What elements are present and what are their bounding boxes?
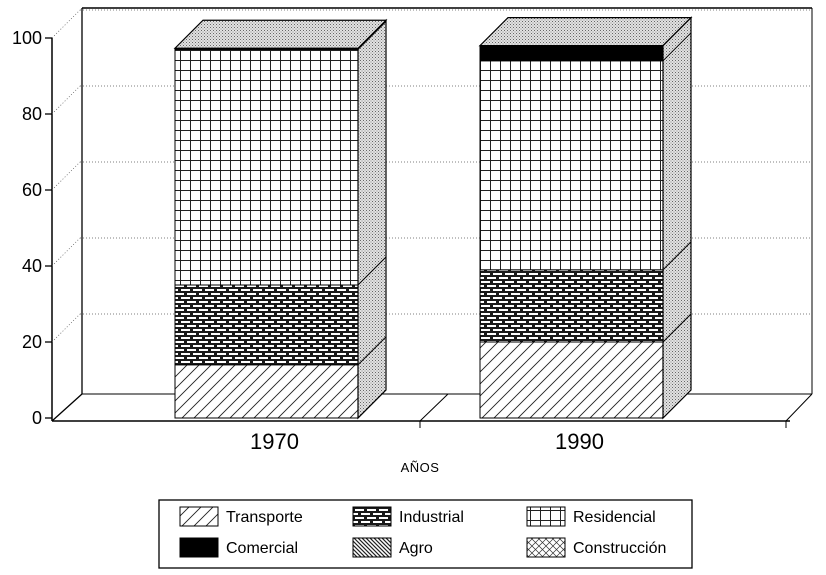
legend-label: Comercial (226, 540, 298, 557)
x-category-label: 1970 (250, 429, 299, 454)
y-axis: 0 20 40 60 80 100 (12, 28, 52, 428)
legend-label: Construcción (573, 540, 666, 557)
bar-side-divider (357, 21, 387, 50)
bar-side-face (357, 18, 387, 420)
y-tick-label: 60 (22, 180, 42, 200)
bar-segment-transporte (174, 364, 359, 419)
legend-swatch (352, 506, 392, 527)
bar-side-divider (662, 313, 692, 343)
bar-stack-1970 (173, 18, 388, 420)
bar-side-divider (357, 336, 387, 366)
legend-swatch (179, 506, 219, 527)
legend-item-construcción: Construcción (526, 537, 666, 558)
legend-swatch (352, 537, 392, 558)
plot-frame (51, 7, 813, 428)
legend-label: Residencial (573, 509, 656, 526)
x-axis-title: AÑOS (401, 460, 440, 475)
x-category-label: 1990 (555, 429, 604, 454)
grid-line (51, 237, 81, 267)
legend-swatch (526, 537, 566, 558)
y-tick-label: 40 (22, 256, 42, 276)
bar-top-face (173, 19, 388, 49)
legend-item-agro: Agro (352, 537, 433, 558)
bar-side-divider (662, 32, 692, 62)
legend-swatch (526, 506, 566, 527)
bar-segment-residencial (479, 60, 664, 271)
y-tick-label: 20 (22, 332, 42, 352)
y-tick-label: 0 (32, 408, 42, 428)
bars-layer (173, 16, 693, 420)
floor-left-edge (51, 393, 83, 422)
bar-stack-1990 (478, 16, 693, 420)
bar-side-divider (357, 256, 387, 286)
legend: Transporte Industrial Residencial Comercial… (179, 506, 666, 558)
legend-item-transporte: Transporte (179, 506, 303, 527)
bar-segment-transporte (479, 341, 664, 419)
y-tick-label: 100 (12, 28, 42, 48)
bar-side-face (662, 16, 692, 420)
grid-line (51, 85, 81, 115)
x-axis-categories: 1970 1990 (250, 429, 604, 454)
grid-line (51, 313, 81, 343)
y-tick-label: 80 (22, 104, 42, 124)
bar-top-face (478, 17, 693, 47)
legend-label: Agro (399, 540, 433, 557)
legend-label: Transporte (226, 509, 303, 526)
grid-layer (51, 9, 812, 343)
bar-segment-comercial (479, 45, 664, 62)
legend-label: Industrial (399, 509, 464, 526)
grid-line (51, 9, 81, 39)
legend-swatch (179, 537, 219, 558)
grid-line (51, 161, 81, 191)
bar-segment-industrial (174, 284, 359, 366)
floor-right-edge (785, 393, 813, 422)
floor-divider (419, 393, 449, 422)
bar-side-divider (662, 241, 692, 271)
legend-item-residencial: Residencial (526, 506, 656, 527)
legend-item-industrial: Industrial (352, 506, 464, 527)
legend-box (158, 499, 693, 569)
legend-item-comercial: Comercial (179, 537, 298, 558)
bar-segment-residencial (174, 48, 359, 286)
bar-segment-industrial (479, 269, 664, 343)
